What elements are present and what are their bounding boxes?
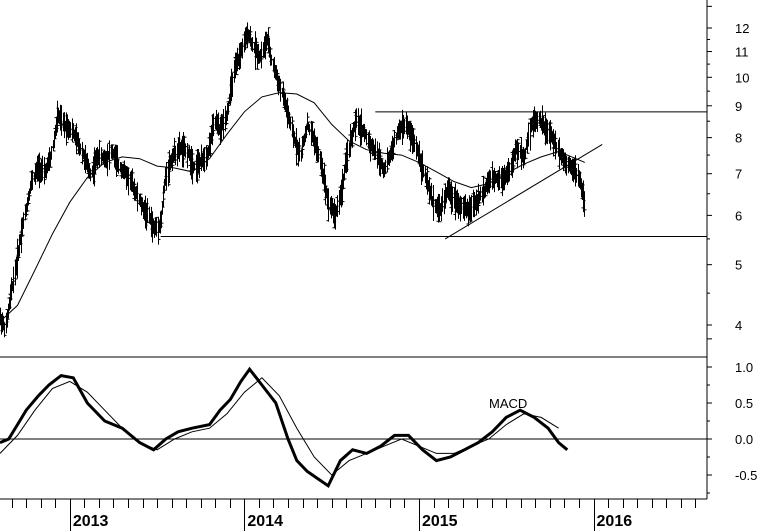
ohlc-bars	[0, 22, 587, 338]
macd-line	[0, 366, 569, 489]
price-y-tick-label: 5	[735, 258, 742, 273]
year-labels: 2013 2014 2015 2016	[73, 513, 632, 530]
macd-signal-line	[0, 377, 559, 476]
year-label: 2013	[73, 513, 109, 530]
trend-line	[444, 144, 603, 240]
macd-y-tick-label: -0.5	[735, 468, 757, 483]
macd-y-tick-label: 0.5	[735, 396, 753, 411]
price-y-tick-label: 9	[735, 99, 742, 114]
year-label: 2015	[422, 513, 458, 530]
year-label: 2014	[247, 513, 283, 530]
time-axis: 2013 2014 2015 2016	[0, 498, 707, 531]
price-y-tick-label: 6	[735, 208, 742, 223]
macd-annotation: MACD	[489, 396, 527, 411]
price-y-tick-label: 8	[735, 131, 742, 146]
macd-y-tick-label: 0.0	[735, 432, 753, 447]
price-y-tick-label: 12	[735, 21, 749, 36]
price-y-tick-label: 11	[735, 45, 749, 60]
price-y-tick-label: 10	[735, 70, 749, 85]
price-panel: 4 5 6 7 8 9 10 11 12	[0, 0, 749, 357]
price-y-tick-label: 7	[735, 167, 742, 182]
macd-y-tick-label: 1.0	[735, 360, 753, 375]
macd-y-axis: 1.0 0.5 0.0 -0.5	[707, 360, 757, 494]
year-label: 2016	[597, 513, 633, 530]
time-axis-ticks	[12, 499, 696, 531]
price-y-axis: 4 5 6 7 8 9 10 11 12	[707, 5, 749, 340]
price-y-tick-label: 4	[735, 318, 742, 333]
macd-panel: 1.0 0.5 0.0 -0.5 MACD	[0, 357, 757, 499]
